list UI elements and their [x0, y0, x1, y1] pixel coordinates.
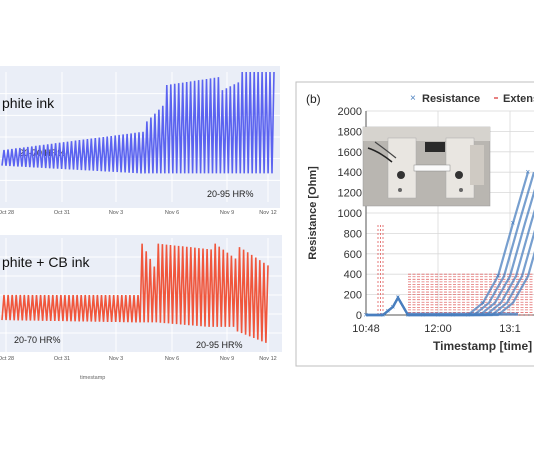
resistance-point: ×: [386, 306, 391, 315]
resistance-point: ×: [391, 302, 396, 311]
panel-label: (b): [306, 92, 321, 106]
y-tick-label: 200: [344, 290, 362, 302]
x-tick-label: Oct 31: [54, 210, 70, 216]
resistance-point: ×: [381, 311, 386, 320]
x-tick-label: Nov 9: [220, 210, 234, 216]
x-axis-label-b: timestamp: [80, 375, 105, 381]
series-line-a: [1, 71, 275, 174]
legend-marker-resistance: ×: [410, 93, 416, 104]
panel-b-title: phite + CB ink: [2, 254, 91, 270]
x-tick-label: 12:00: [424, 323, 452, 335]
y-tick-label: 600: [344, 249, 362, 261]
y-tick-label: 1000: [338, 208, 362, 220]
panel-c: (b) × Resistance Extens 0 200 400 600 800 100…: [295, 81, 534, 367]
y-tick-label: 1600: [338, 147, 362, 159]
y-tick-label: 1400: [338, 167, 362, 179]
annotation-20-95-b: 20-95 HR%: [196, 340, 243, 350]
x-ticks: 10:48 12:00 13:1: [352, 323, 520, 335]
x-tick-label: Oct 28: [0, 356, 14, 362]
resistance-point: ×: [496, 272, 501, 281]
series-line-b: [1, 243, 269, 343]
x-ticks-b: Oct 28 Oct 31 Nov 3 Nov 6 Nov 9 Nov 12: [0, 356, 277, 362]
panel-b: phite + CB ink 20-70 HR% 20-95 HR% Oct 2…: [0, 227, 285, 387]
x-tick-label: 10:48: [352, 323, 380, 335]
resistance-point: ×: [396, 293, 401, 302]
y-tick-label: 0: [356, 310, 362, 322]
x-tick-label: Nov 3: [109, 356, 123, 362]
y-tick-label: 400: [344, 269, 362, 281]
panel-a-title: phite ink: [2, 95, 55, 111]
y-ticks: 0 200 400 600 800 1000 1200 1400 1600 1800 2000: [338, 106, 362, 322]
panel-a: phite ink 20-70 HR% 20-95 HR% Oct 28 Oct …: [0, 58, 285, 233]
x-tick-label: 13:1: [499, 323, 520, 335]
x-tick-label: Nov 3: [109, 210, 123, 216]
y-tick-label: 1800: [338, 126, 362, 138]
x-tick-label: Nov 9: [220, 356, 234, 362]
resistance-point: ×: [481, 298, 486, 307]
legend-label-resistance: Resistance: [422, 93, 480, 105]
y-tick-label: 2000: [338, 106, 362, 118]
legend-label-extens: Extens: [503, 93, 534, 105]
resistance-point: ×: [526, 168, 531, 177]
y-tick-label: 1200: [338, 188, 362, 200]
annotation-20-70-b: 20-70 HR%: [14, 335, 61, 345]
y-axis-label: Resistance [Ohm]: [307, 166, 319, 260]
annotation-20-95-a: 20-95 HR%: [207, 189, 254, 199]
legend: × Resistance Extens: [410, 93, 534, 105]
inset-photo: [362, 126, 491, 207]
x-tick-label: Nov 12: [259, 356, 276, 362]
x-tick-label: Oct 28: [0, 210, 14, 216]
series-resistance: ××××××××××××××: [364, 168, 534, 320]
x-tick-label: Nov 6: [165, 356, 179, 362]
x-axis-label: Timestamp [time]: [433, 339, 532, 353]
x-tick-label: Nov 6: [165, 210, 179, 216]
x-ticks-a: Oct 28 Oct 31 Nov 3 Nov 6 Nov 9 Nov 12: [0, 210, 277, 216]
x-tick-label: Oct 31: [54, 356, 70, 362]
resistance-point: ×: [511, 219, 516, 228]
y-tick-label: 800: [344, 228, 362, 240]
resistance-point: ×: [364, 311, 369, 320]
x-tick-label: Nov 12: [259, 210, 276, 216]
